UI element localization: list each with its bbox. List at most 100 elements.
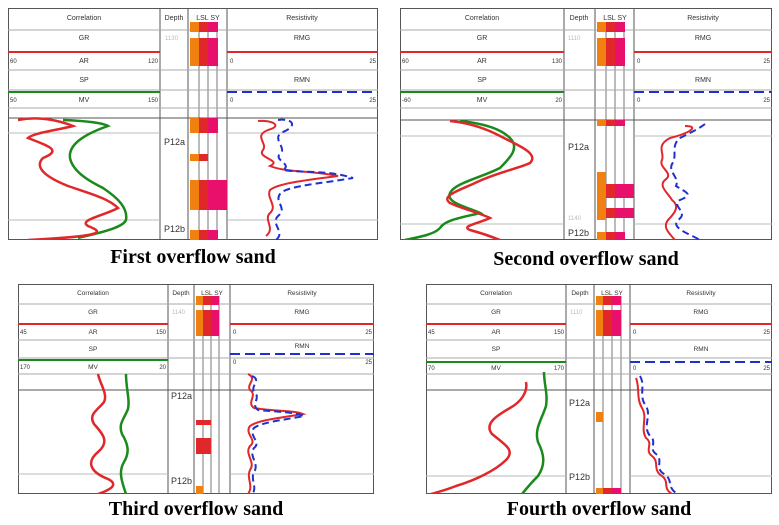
log-mv-label: MV	[491, 365, 501, 372]
scale-res-min: 0	[633, 330, 637, 336]
marker-p12a: P12a	[569, 398, 590, 408]
header-depth: Depth	[570, 15, 589, 22]
well-log-3: Correlation Depth LSL SY Resistivity GR …	[18, 284, 374, 494]
scale-ar-max: 150	[554, 330, 565, 336]
log-ar-label: AR	[477, 58, 487, 65]
header-lithology: LSL SY	[601, 290, 623, 297]
scale-res2-max: 25	[369, 98, 376, 104]
gr-curve	[521, 371, 548, 494]
ar-curve	[446, 119, 534, 240]
header-depth: Depth	[571, 290, 589, 297]
scale-ar-max: 120	[148, 59, 159, 65]
depth-top-label: 1130	[165, 36, 179, 42]
gr-curve	[119, 373, 130, 494]
log-rmn-label: RMN	[694, 346, 709, 353]
scale-mv-max: 170	[554, 366, 565, 372]
caption-4: Fourth overflow sand	[506, 498, 692, 520]
rmn-curve	[639, 375, 679, 494]
scale-mv-max: 20	[159, 365, 166, 371]
log-mv-label: MV	[79, 97, 90, 104]
log-mv-label: MV	[88, 364, 98, 371]
scale-mv-max: 20	[555, 98, 562, 104]
scale-mv-min: 170	[20, 365, 31, 371]
gr-curve	[404, 119, 516, 240]
rmg-curve	[635, 377, 673, 494]
log-sp-label: SP	[79, 77, 89, 84]
scale-ar-min: 45	[428, 330, 435, 336]
scale-res-min: 0	[233, 330, 237, 336]
scale-ar-min: 45	[20, 330, 27, 336]
depth-top-label: 1140	[172, 310, 186, 316]
depth-top-label: 1110	[570, 310, 583, 316]
scale-res2-min: 0	[637, 98, 641, 104]
scale-res-min: 0	[637, 59, 641, 65]
log-gr-label: GR	[88, 309, 98, 316]
header-correlation: Correlation	[480, 290, 512, 297]
log-panel-3: Correlation Depth LSL SY Resistivity GR …	[18, 284, 374, 494]
header-resistivity: Resistivity	[686, 290, 716, 297]
gr-curve	[62, 118, 128, 240]
scale-res-max: 25	[369, 59, 376, 65]
marker-p12a: P12a	[171, 391, 192, 401]
scale-res-max: 25	[365, 330, 372, 336]
log-rmn-label: RMN	[294, 77, 310, 84]
log-panel-2: Correlation Depth LSL SY Resistivity GR …	[400, 8, 772, 240]
header-depth: Depth	[165, 15, 184, 22]
ar-curve	[17, 117, 121, 240]
caption-3: Third overflow sand	[108, 498, 284, 520]
ar-curve	[430, 381, 528, 494]
rmg-curve	[660, 125, 694, 240]
log-rmg-label: RMG	[693, 309, 708, 316]
log-gr-label: GR	[491, 309, 501, 316]
depth-mid-label: 1140	[568, 216, 582, 222]
well-log-1: Correlation Depth LSL SY Resistivity GR …	[8, 8, 378, 240]
header-resistivity: Resistivity	[287, 290, 317, 297]
header-lithology: LSL SY	[196, 15, 220, 22]
scale-ar-min: 60	[402, 59, 409, 65]
scale-res2-min: 0	[633, 366, 637, 372]
scale-mv-max: 150	[148, 98, 159, 104]
scale-res2-min: 0	[230, 98, 234, 104]
well-log-4: Correlation Depth LSL SY Resistivity GR …	[426, 284, 772, 494]
scale-res2-max: 25	[365, 360, 372, 366]
caption-2: Second overflow sand	[493, 248, 679, 270]
header-correlation: Correlation	[67, 15, 101, 22]
rmn-curve	[670, 123, 706, 240]
scale-res2-max: 25	[763, 366, 770, 372]
header-correlation: Correlation	[77, 290, 109, 297]
log-ar-label: AR	[88, 329, 97, 336]
header-resistivity: Resistivity	[286, 15, 318, 22]
log-rmn-label: RMN	[295, 343, 310, 350]
scale-res-max: 25	[763, 59, 770, 65]
header-resistivity: Resistivity	[687, 15, 719, 22]
log-mv-label: MV	[477, 97, 488, 104]
rmn-curve	[251, 375, 308, 494]
log-rmg-label: RMG	[294, 35, 310, 42]
log-panel-4: Correlation Depth LSL SY Resistivity GR …	[426, 284, 772, 494]
log-ar-label: AR	[491, 329, 500, 336]
rmg-curve	[247, 373, 307, 494]
depth-top-label: 1110	[568, 36, 581, 42]
header-correlation: Correlation	[465, 15, 499, 22]
scale-mv-min: 70	[428, 366, 435, 372]
log-rmg-label: RMG	[695, 35, 711, 42]
marker-p12b: P12b	[568, 228, 589, 238]
scale-ar-max: 150	[156, 330, 167, 336]
scale-res-min: 0	[230, 59, 234, 65]
scale-ar-max: 130	[552, 59, 563, 65]
header-lithology: LSL SY	[201, 290, 223, 297]
marker-p12b: P12b	[164, 224, 185, 234]
caption-1: First overflow sand	[110, 246, 276, 268]
log-rmg-label: RMG	[294, 309, 309, 316]
scale-mv-min: 50	[10, 98, 17, 104]
header-lithology: LSL SY	[603, 15, 627, 22]
scale-res2-min: 0	[233, 360, 237, 366]
scale-mv-min: -60	[402, 98, 411, 104]
marker-p12b: P12b	[569, 472, 590, 482]
log-gr-label: GR	[477, 35, 488, 42]
log-ar-label: AR	[79, 58, 89, 65]
log-sp-label: SP	[89, 346, 98, 353]
log-rmn-label: RMN	[695, 77, 711, 84]
log-panel-1: Correlation Depth LSL SY Resistivity GR …	[8, 8, 378, 240]
ar-curve	[89, 373, 115, 494]
